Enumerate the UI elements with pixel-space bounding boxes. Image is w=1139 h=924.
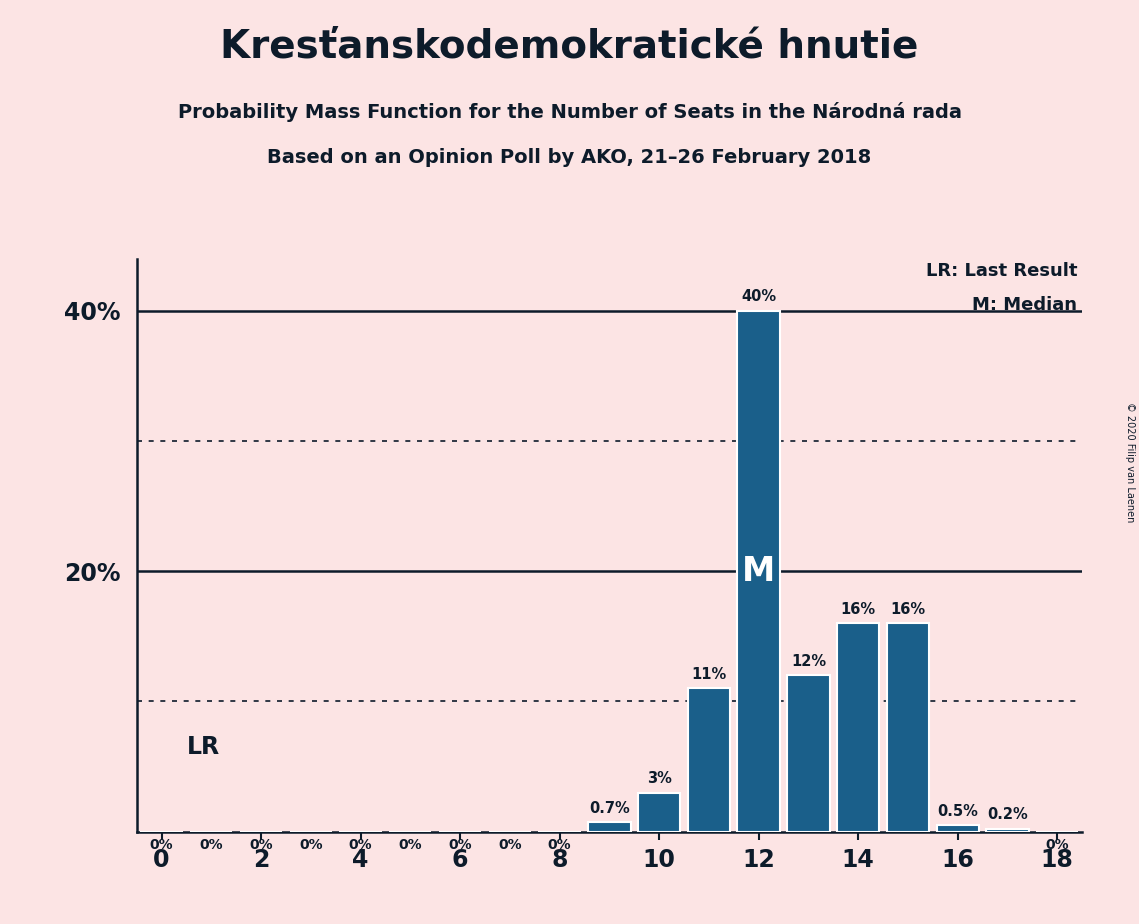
Text: 11%: 11%	[691, 667, 727, 682]
Text: Probability Mass Function for the Number of Seats in the Národná rada: Probability Mass Function for the Number…	[178, 102, 961, 122]
Bar	[737, 310, 780, 832]
Text: 40%: 40%	[741, 289, 776, 304]
Text: 0%: 0%	[1046, 838, 1070, 852]
Text: 0%: 0%	[349, 838, 372, 852]
Text: Kresťanskodemokratické hnutie: Kresťanskodemokratické hnutie	[220, 28, 919, 66]
Text: LR: Last Result: LR: Last Result	[926, 261, 1077, 280]
Text: 0%: 0%	[449, 838, 472, 852]
Text: 0%: 0%	[249, 838, 273, 852]
Text: 3%: 3%	[647, 771, 672, 786]
Bar	[837, 624, 879, 832]
Text: Based on an Opinion Poll by AKO, 21–26 February 2018: Based on an Opinion Poll by AKO, 21–26 F…	[268, 148, 871, 167]
Text: 0.5%: 0.5%	[937, 804, 978, 819]
Text: 0%: 0%	[498, 838, 522, 852]
Text: 0%: 0%	[300, 838, 322, 852]
Bar	[887, 624, 929, 832]
Bar	[638, 793, 680, 832]
Text: 0%: 0%	[199, 838, 223, 852]
Text: 0%: 0%	[149, 838, 173, 852]
Text: 0.7%: 0.7%	[589, 801, 630, 816]
Text: 0.2%: 0.2%	[988, 808, 1027, 822]
Text: 16%: 16%	[891, 602, 926, 617]
Bar	[688, 688, 730, 832]
Text: 0%: 0%	[399, 838, 423, 852]
Bar	[986, 829, 1029, 832]
Bar	[787, 675, 829, 832]
Text: © 2020 Filip van Laenen: © 2020 Filip van Laenen	[1125, 402, 1134, 522]
Bar	[588, 822, 631, 832]
Text: 12%: 12%	[790, 654, 826, 669]
Text: M: Median: M: Median	[973, 296, 1077, 314]
Text: 16%: 16%	[841, 602, 876, 617]
Bar	[936, 825, 978, 832]
Text: LR: LR	[187, 735, 220, 759]
Text: M: M	[741, 554, 776, 588]
Text: 0%: 0%	[548, 838, 572, 852]
